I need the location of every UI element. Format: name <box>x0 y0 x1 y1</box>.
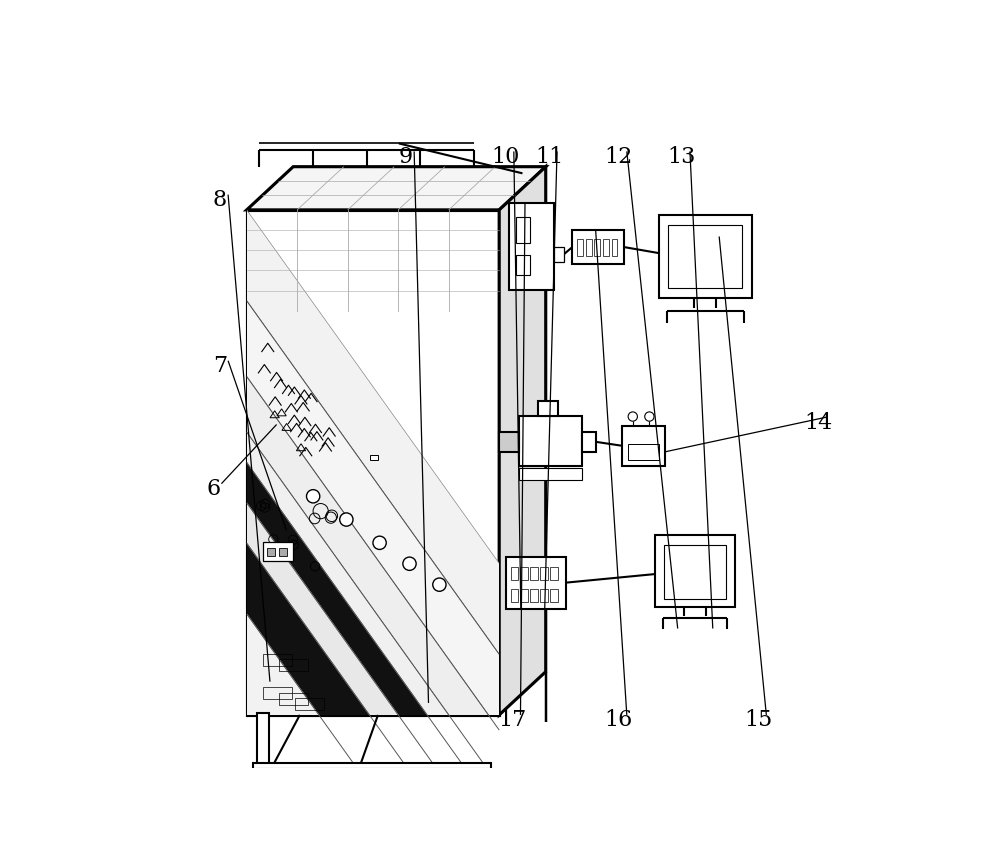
Circle shape <box>307 489 320 503</box>
Bar <box>370 455 378 460</box>
Bar <box>499 432 519 451</box>
Polygon shape <box>0 0 898 863</box>
Bar <box>279 548 287 557</box>
Bar <box>516 255 530 275</box>
Text: 14: 14 <box>804 412 832 433</box>
Bar <box>540 567 548 580</box>
Polygon shape <box>499 167 546 715</box>
Text: 6: 6 <box>206 478 221 500</box>
Bar <box>530 589 538 602</box>
Polygon shape <box>0 0 898 863</box>
Polygon shape <box>0 0 898 863</box>
Text: 12: 12 <box>605 146 633 167</box>
Bar <box>509 204 554 290</box>
Polygon shape <box>0 0 898 863</box>
Polygon shape <box>0 56 898 863</box>
Bar <box>582 432 596 451</box>
Bar <box>247 210 499 715</box>
Bar <box>520 567 528 580</box>
Bar <box>612 239 617 255</box>
Circle shape <box>373 536 386 550</box>
Bar <box>267 548 275 557</box>
Polygon shape <box>247 167 546 210</box>
Bar <box>295 698 324 710</box>
Bar <box>550 589 558 602</box>
Bar <box>655 535 735 608</box>
Text: 13: 13 <box>668 146 696 167</box>
Text: 10: 10 <box>492 146 520 167</box>
Bar <box>659 215 752 298</box>
Bar <box>279 659 308 671</box>
Bar <box>263 542 293 561</box>
Bar <box>664 545 726 599</box>
Bar <box>577 239 583 255</box>
Bar <box>511 567 518 580</box>
Bar <box>622 425 665 466</box>
Bar <box>253 763 491 770</box>
Circle shape <box>403 557 416 570</box>
Bar <box>519 469 582 481</box>
Bar <box>550 567 558 580</box>
Bar <box>516 217 530 243</box>
Circle shape <box>433 578 446 591</box>
Bar <box>511 589 518 602</box>
Bar <box>668 225 742 288</box>
Circle shape <box>340 513 353 526</box>
Circle shape <box>628 412 637 421</box>
Bar <box>554 247 564 261</box>
Bar <box>538 401 558 416</box>
Bar <box>279 693 308 704</box>
Bar <box>540 589 548 602</box>
Text: 15: 15 <box>744 709 772 731</box>
Bar <box>628 444 659 460</box>
Bar <box>520 589 528 602</box>
Polygon shape <box>0 0 898 863</box>
Text: 9: 9 <box>399 146 413 167</box>
Text: 16: 16 <box>605 709 633 731</box>
Bar <box>603 239 609 255</box>
Bar <box>257 713 269 765</box>
Bar <box>530 567 538 580</box>
Circle shape <box>645 412 654 421</box>
Text: 17: 17 <box>498 709 527 731</box>
Bar <box>263 687 292 699</box>
Bar <box>594 239 600 255</box>
Bar <box>586 239 592 255</box>
Bar <box>572 230 624 264</box>
Bar <box>519 416 582 466</box>
Text: 7: 7 <box>213 355 227 377</box>
Polygon shape <box>0 0 898 863</box>
Bar <box>506 557 566 608</box>
Text: 8: 8 <box>213 189 227 211</box>
Bar <box>263 653 292 665</box>
Text: 11: 11 <box>535 146 563 167</box>
Polygon shape <box>0 0 898 863</box>
